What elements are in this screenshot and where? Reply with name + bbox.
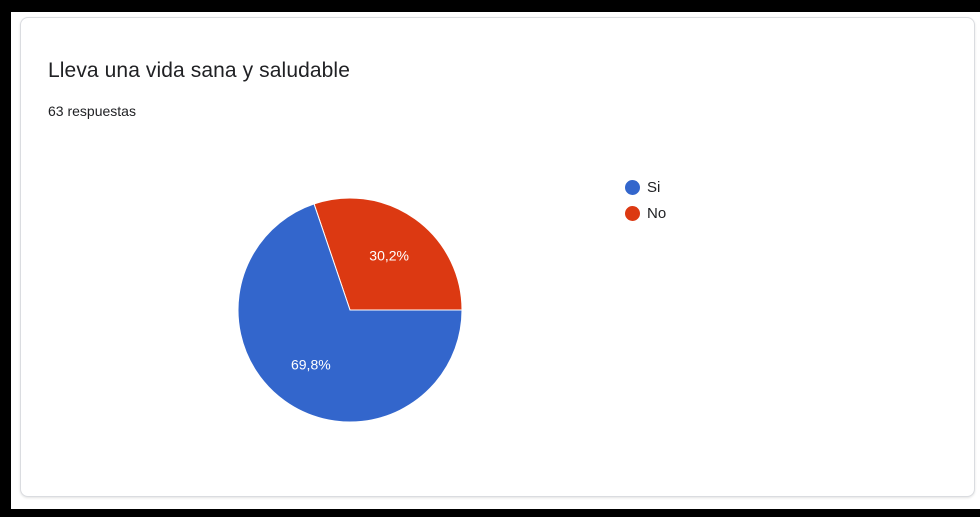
pie-chart: 30,2% 69,8% [237, 197, 463, 423]
pie-label-no: 30,2% [369, 247, 409, 263]
pie-label-si: 69,8% [291, 357, 331, 373]
legend-item-no[interactable]: No [625, 200, 666, 226]
pie-slice-si[interactable] [237, 203, 463, 423]
question-title: Lleva una vida sana y saludable [48, 59, 350, 82]
response-count: 63 respuestas [48, 103, 136, 119]
legend-swatch-no [625, 205, 640, 221]
legend-swatch-si [625, 179, 640, 195]
legend-label-si: Si [647, 178, 661, 196]
chart-legend: Si No [625, 174, 666, 226]
pie-slice-no[interactable] [313, 197, 463, 311]
legend-item-si[interactable]: Si [625, 174, 666, 200]
chart-card: Lleva una vida sana y saludable 63 respu… [20, 17, 975, 497]
legend-label-no: No [647, 204, 667, 222]
